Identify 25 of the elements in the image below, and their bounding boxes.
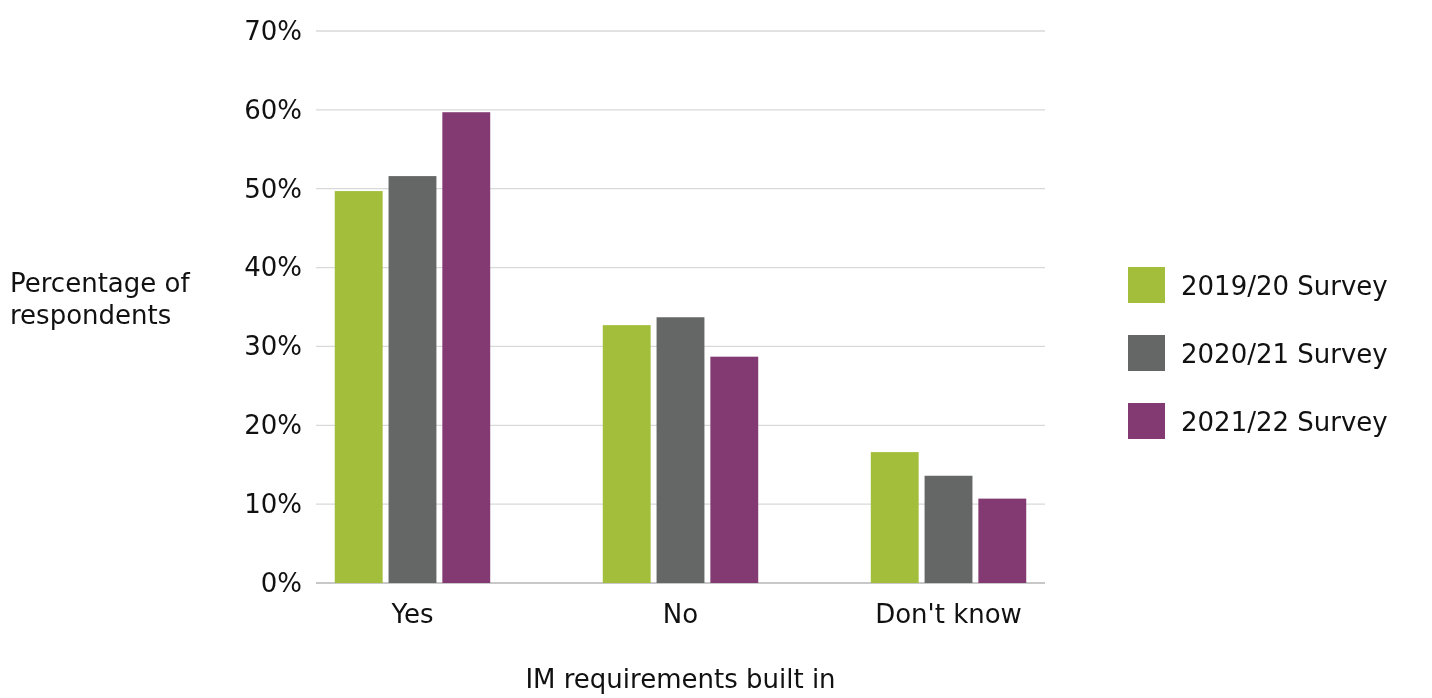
y-tick-label: 10% [244,488,302,519]
bar [334,191,383,583]
bar [870,452,919,583]
x-axis-title: IM requirements built in [525,664,836,694]
y-tick-label: 60% [244,94,302,125]
y-tick-label: 70% [244,15,302,46]
x-tick-label: Yes [390,599,434,630]
bar [710,356,759,583]
x-tick-label: Don't know [875,599,1022,630]
legend-label: 2019/20 Survey [1181,271,1388,301]
bar [602,325,651,583]
bar [924,475,973,583]
y-tick-label: 30% [244,331,302,362]
bar [978,498,1027,583]
legend-label: 2021/22 Survey [1181,407,1388,437]
y-tick-label: 20% [244,410,302,441]
bar [656,317,705,583]
y-tick-label: 50% [244,173,302,204]
y-axis-title: Percentage of respondents [10,268,191,330]
y-tick-label: 0% [260,567,302,598]
y-tick-label: 40% [244,252,302,283]
legend-label: 2020/21 Survey [1181,339,1388,369]
bar [442,112,491,583]
bar [388,176,437,583]
x-tick-label: No [662,599,699,630]
